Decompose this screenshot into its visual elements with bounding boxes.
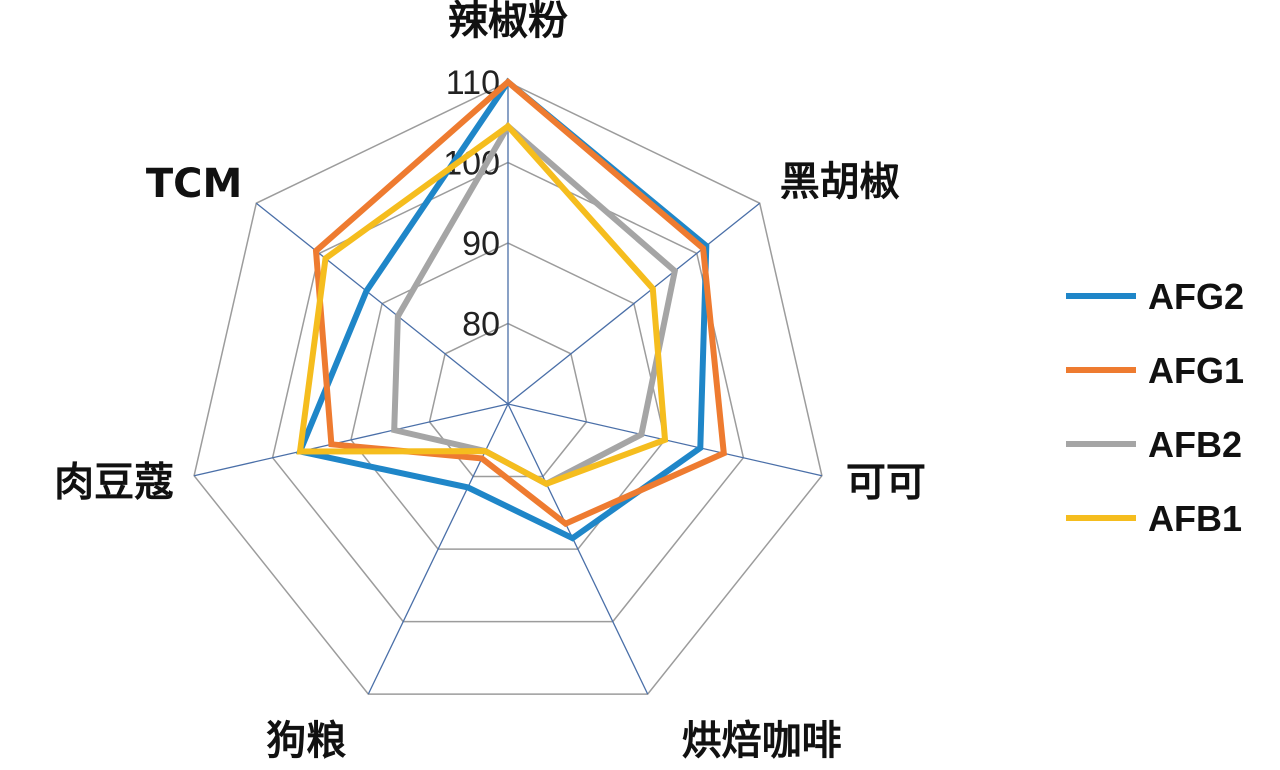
tick-label-90: 90 (462, 225, 500, 263)
category-label-6: 肉豆蔻 (54, 460, 174, 506)
spoke-6 (193, 403, 509, 477)
legend-label-afg1: AFG1 (1148, 350, 1244, 391)
series-line-afg1 (312, 78, 728, 528)
data-series-group (295, 77, 728, 542)
legend-label-afb2: AFB2 (1148, 424, 1242, 465)
spoke-2 (507, 202, 761, 405)
series-line-afg2 (295, 77, 710, 542)
category-label-3: 可可 (846, 460, 926, 506)
grid-ring-90 (350, 242, 666, 550)
category-label-1: 辣椒粉 (448, 0, 568, 44)
tick-label-80: 80 (462, 306, 500, 344)
grid-ring-110 (193, 81, 823, 695)
legend-label-afb1: AFB1 (1148, 498, 1242, 539)
category-label-4: 烘焙咖啡 (682, 718, 842, 764)
category-label-2: 黑胡椒 (780, 159, 900, 205)
legend-label-afg2: AFG2 (1148, 276, 1244, 317)
legend: AFG2 AFG1 AFB2 AFB1 (1066, 276, 1244, 539)
spoke-4 (507, 403, 649, 695)
category-label-5: 狗粮 (266, 718, 346, 764)
category-label-7: TCM (146, 161, 242, 207)
spoke-7 (255, 202, 509, 405)
radar-spokes (193, 82, 823, 695)
series-line-afb1 (296, 122, 669, 488)
